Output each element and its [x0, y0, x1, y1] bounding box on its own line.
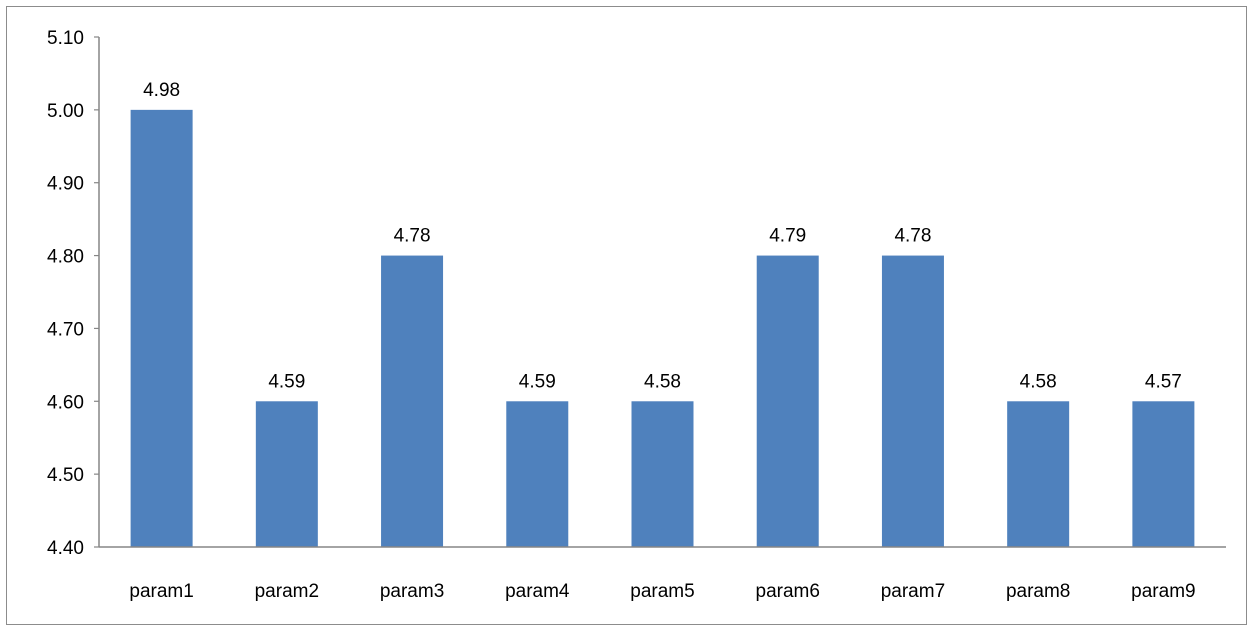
data-label-param4: 4.59	[519, 371, 556, 392]
bar-param1	[130, 109, 193, 547]
x-tick-label-param7: param7	[881, 581, 945, 602]
data-label-param9: 4.57	[1145, 371, 1182, 392]
x-axis-tick-labels: param1 param2 param3 param4 param5 param6 para…	[129, 581, 1195, 602]
y-tick-label: 4.80	[47, 247, 84, 268]
x-tick-label-param9: param9	[1131, 581, 1195, 602]
bar-param2	[255, 401, 318, 547]
bar-param5	[631, 401, 694, 547]
bar-param3	[381, 255, 444, 548]
bar-param6	[756, 255, 819, 548]
data-label-param7: 4.78	[894, 226, 931, 247]
bar-param8	[1007, 401, 1070, 547]
x-tick-label-param1: param1	[129, 581, 193, 602]
data-label-param3: 4.78	[394, 226, 431, 247]
y-tick-label: 5.10	[47, 28, 84, 49]
y-tick-label: 5.00	[47, 101, 84, 122]
y-tick-label: 4.40	[47, 538, 84, 559]
y-tick-label: 4.70	[47, 319, 84, 340]
y-tick-label: 4.50	[47, 465, 84, 486]
bar-param7	[881, 255, 944, 548]
x-tick-label-param6: param6	[756, 581, 820, 602]
bar-param9	[1132, 401, 1195, 547]
x-tick-label-param2: param2	[255, 581, 319, 602]
data-label-param8: 4.58	[1020, 371, 1057, 392]
data-label-param5: 4.58	[644, 371, 681, 392]
y-axis-tick-labels: 4.40 4.50 4.60 4.70 4.80 4.90 5.00 5.10	[47, 28, 99, 559]
y-tick-label: 4.60	[47, 392, 84, 413]
data-label-param1: 4.98	[143, 80, 180, 101]
bar-param4	[506, 401, 569, 547]
data-label-param2: 4.59	[268, 371, 305, 392]
x-tick-label-param8: param8	[1006, 581, 1070, 602]
y-tick-label: 4.90	[47, 174, 84, 195]
bars	[130, 109, 1195, 548]
x-tick-label-param3: param3	[380, 581, 444, 602]
data-labels: 4.98 4.59 4.78 4.59 4.58 4.79 4.78 4.58 4.57	[143, 80, 1182, 392]
x-tick-label-param5: param5	[630, 581, 694, 602]
data-label-param6: 4.79	[769, 226, 806, 247]
x-tick-label-param4: param4	[505, 581, 570, 602]
